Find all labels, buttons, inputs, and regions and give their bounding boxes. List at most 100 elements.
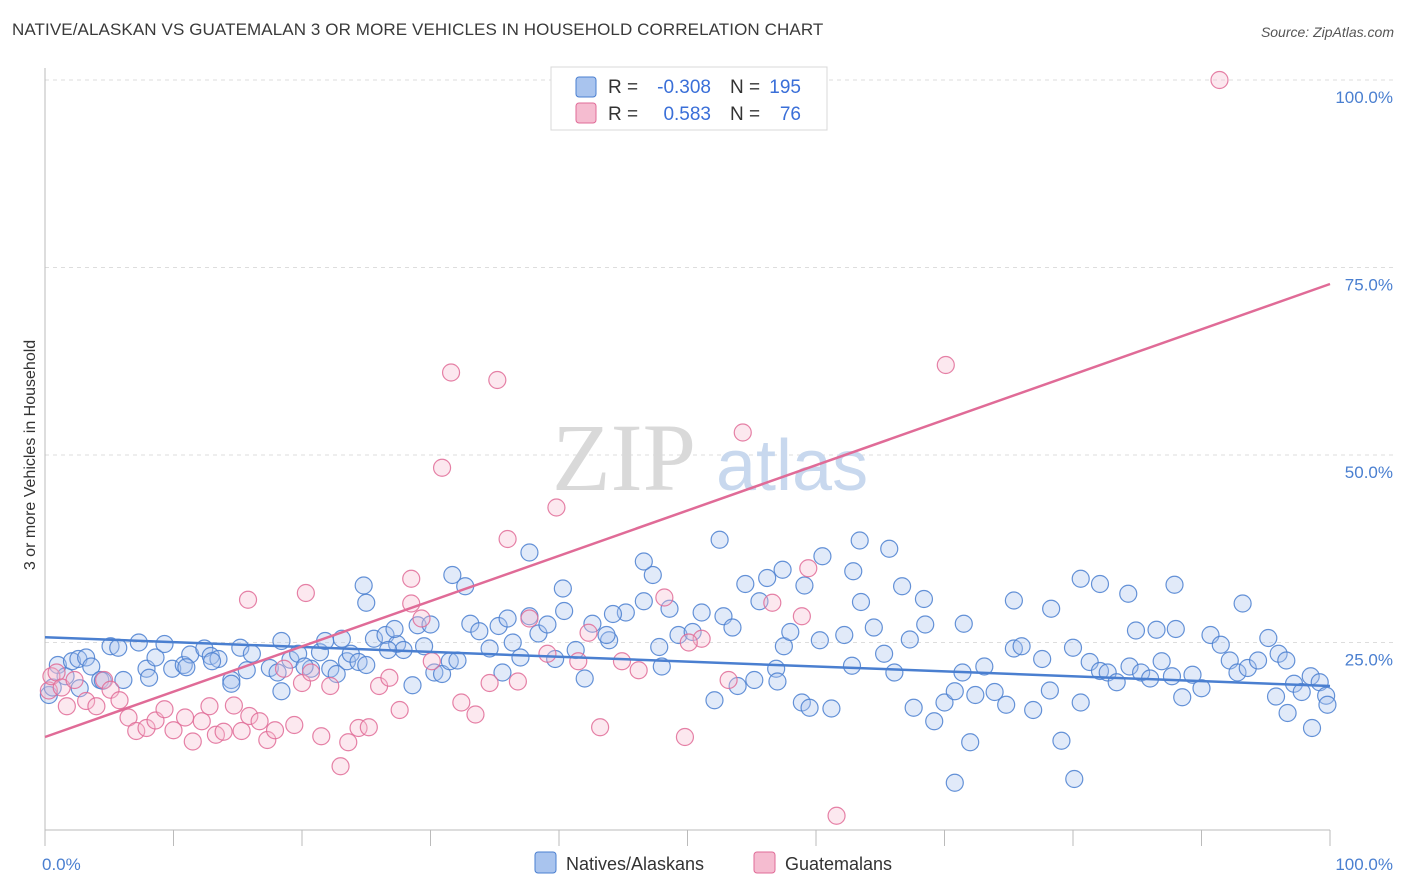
guatemalans-point xyxy=(675,727,695,747)
natives-alaskans-point xyxy=(56,667,75,686)
guatemalans-point xyxy=(87,697,106,716)
guatemalans-point xyxy=(679,633,698,652)
natives-alaskans-point xyxy=(745,670,764,690)
natives-alaskans-point xyxy=(634,552,653,571)
guatemalans-point xyxy=(183,732,202,751)
natives-alaskans-point xyxy=(364,629,384,648)
natives-alaskans-point xyxy=(650,637,669,657)
legend-n-label-2: N = xyxy=(730,104,760,125)
trend-lines xyxy=(44,282,1331,739)
natives-alaskans-point xyxy=(985,682,1004,702)
natives-alaskans-point xyxy=(403,676,422,695)
natives-alaskans-point xyxy=(710,530,729,549)
guatemalans-point xyxy=(232,721,251,741)
natives-alaskans-point xyxy=(1132,663,1151,682)
bottom-legend-label-natives: Natives/Alaskans xyxy=(566,854,704,874)
natives-alaskans-point xyxy=(242,644,261,663)
natives-alaskans-point xyxy=(1107,673,1126,692)
guatemalans-point xyxy=(258,730,277,750)
guatemalans-point xyxy=(274,659,294,678)
guatemalans-point xyxy=(200,697,219,716)
natives-alaskans-point xyxy=(954,614,973,633)
legend-box xyxy=(550,66,828,131)
guatemalans-point xyxy=(349,718,368,738)
natives-alaskans-point xyxy=(443,565,462,585)
natives-alaskans-point xyxy=(1278,703,1297,723)
natives-alaskans-point xyxy=(1042,599,1061,618)
natives-alaskans-point xyxy=(1266,687,1286,706)
legend-r-value-2: 0.583 xyxy=(663,104,711,125)
legend-swatch-pink xyxy=(575,102,597,124)
natives-alaskans-point xyxy=(597,625,616,645)
natives-alaskans-point xyxy=(511,648,530,667)
legend-r-value-1: -0.308 xyxy=(657,77,711,98)
natives-alaskans-point xyxy=(425,663,444,682)
guatemalans-point xyxy=(422,652,441,671)
natives-alaskans-point xyxy=(935,693,954,712)
guatemalans-point xyxy=(192,712,211,731)
guatemalans-point xyxy=(77,691,96,711)
guatemalans-point xyxy=(238,590,258,609)
natives-alaskans-point xyxy=(1071,693,1090,712)
natives-alaskans-point xyxy=(1259,628,1278,648)
natives-alaskans-point xyxy=(652,657,671,676)
x-tick-label: 0.0% xyxy=(42,855,81,874)
natives-alaskans-point xyxy=(1269,644,1288,663)
legend-swatch-blue xyxy=(575,76,597,98)
natives-alaskans-point xyxy=(1277,651,1296,670)
natives-alaskans-point xyxy=(503,633,522,652)
natives-alaskans-point xyxy=(82,657,101,676)
natives-alaskans-point xyxy=(781,622,800,642)
natives-alaskans-point xyxy=(945,773,964,792)
natives-alaskans-point xyxy=(553,579,572,598)
natives-alaskans-point xyxy=(842,656,862,675)
natives-alaskans-point xyxy=(660,599,679,618)
correlation-legend: R = -0.308 N = 195 R = 0.583 N = 76 xyxy=(550,66,828,131)
guatemalans-point xyxy=(1210,70,1229,90)
guatemalans-point xyxy=(763,593,782,612)
natives-alaskans-point xyxy=(470,622,489,641)
natives-alaskans-point xyxy=(1065,769,1084,789)
gridlines xyxy=(45,79,1395,643)
guatemalans-point xyxy=(655,588,674,607)
natives-alaskans-point xyxy=(1183,665,1202,684)
guatemalans-point xyxy=(359,718,378,737)
natives-alaskans-point xyxy=(723,618,742,637)
natives-alaskans-point xyxy=(1040,681,1059,700)
trend-line-guatemalans xyxy=(44,282,1331,739)
guatemalans-point xyxy=(508,672,527,691)
legend-n-value-2: 76 xyxy=(780,104,801,125)
natives-alaskans-point xyxy=(520,543,539,562)
natives-alaskans-point xyxy=(850,531,869,550)
y-tick-label: 100.0% xyxy=(1335,88,1393,107)
natives-alaskans-point xyxy=(222,674,241,693)
guatemalans-point xyxy=(214,722,233,741)
natives-alaskans-point xyxy=(835,625,854,645)
guatemalans-point xyxy=(312,727,331,746)
series-legend: Natives/Alaskans Guatemalans xyxy=(534,851,892,874)
natives-alaskans-point xyxy=(1238,658,1257,678)
natives-alaskans-point xyxy=(773,560,792,579)
natives-alaskans-point xyxy=(1080,652,1099,672)
guatemalans-point xyxy=(101,680,120,699)
natives-alaskans-point xyxy=(736,574,755,594)
natives-alaskans-point xyxy=(385,619,404,639)
guatemalans-point xyxy=(441,363,461,382)
natives-alaskans-point xyxy=(354,576,373,595)
guatemalans-point xyxy=(380,668,399,687)
guatemalans-point xyxy=(110,691,129,710)
natives-alaskans-point xyxy=(1033,649,1052,669)
chart-title: NATIVE/ALASKAN VS GUATEMALAN 3 OR MORE V… xyxy=(12,20,824,39)
natives-alaskans-point xyxy=(634,592,653,611)
natives-alaskans-point xyxy=(813,547,832,566)
guatemalans-point xyxy=(792,607,811,626)
guatemalans-point xyxy=(733,423,752,442)
natives-alaskans-point xyxy=(146,648,165,667)
guatemalans-point xyxy=(240,706,259,726)
guatemalans-point xyxy=(629,661,648,680)
y-tick-label: 25.0% xyxy=(1345,651,1393,670)
natives-alaskans-point xyxy=(728,676,747,696)
natives-alaskans-point xyxy=(1063,638,1083,657)
guatemalans-point xyxy=(95,670,114,690)
natives-alaskans-point xyxy=(498,609,517,628)
